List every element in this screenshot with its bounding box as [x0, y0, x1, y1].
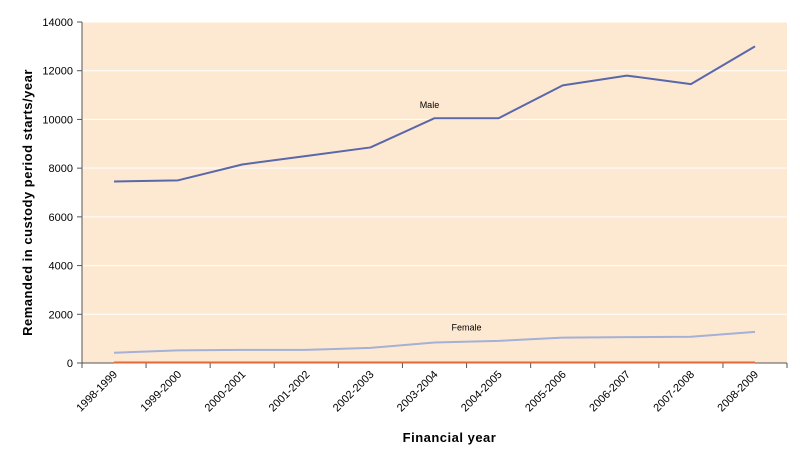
series-label-female: Female [452, 323, 482, 333]
y-tick-label: 2000 [49, 309, 73, 321]
y-tick-label: 6000 [49, 212, 73, 224]
x-axis-title: Financial year [403, 430, 497, 445]
y-axis-title: Remanded in custody period starts/year [20, 69, 35, 336]
x-tick-label: 2002-2003 [331, 369, 377, 415]
y-tick-label: 10000 [42, 114, 73, 126]
x-tick-label: 2008-2009 [715, 369, 761, 415]
x-tick-label: 1999-2000 [139, 369, 185, 415]
series-label-male: Male [420, 100, 440, 110]
y-tick-label: 14000 [42, 17, 73, 29]
series-line [113, 330, 756, 354]
series-lines [113, 45, 756, 364]
y-tick-labels: 0 2000 4000 6000 8000 10000 12000 14000 [42, 17, 73, 370]
x-tick-label: 2005-2006 [523, 369, 569, 415]
x-tick-labels: 1998-1999 1999-2000 2000-2001 2001-2002 2002… [74, 369, 761, 415]
x-tick-label: 2007-2008 [651, 369, 697, 415]
series-labels: Male Female [420, 100, 482, 332]
x-tick-label: 2001-2002 [267, 369, 313, 415]
plot-area [82, 22, 787, 363]
x-tick-label: 1998-1999 [74, 369, 120, 415]
x-tick-label: 2006-2007 [587, 369, 633, 415]
y-tick-label: 4000 [49, 261, 73, 273]
series-line [113, 45, 756, 183]
y-tick-label: 0 [67, 358, 73, 370]
x-tick-label: 2000-2001 [203, 369, 249, 415]
x-tick-label: 2003-2004 [395, 369, 441, 415]
y-tick-label: 12000 [42, 66, 73, 78]
y-tick-label: 8000 [49, 163, 73, 175]
x-tick-label: 2004-2005 [459, 369, 505, 415]
gridlines [82, 21, 787, 315]
